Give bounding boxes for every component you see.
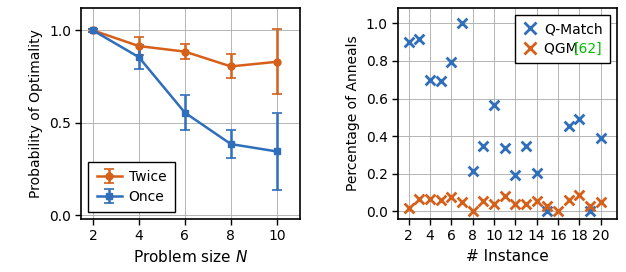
Point bbox=[510, 172, 520, 177]
Point bbox=[425, 78, 435, 82]
Point bbox=[585, 209, 595, 214]
Point bbox=[478, 199, 488, 203]
X-axis label: # Instance: # Instance bbox=[466, 249, 549, 264]
Point bbox=[478, 144, 488, 149]
Point bbox=[446, 195, 456, 199]
Point bbox=[531, 171, 541, 175]
Point bbox=[404, 40, 414, 44]
Point bbox=[489, 202, 499, 206]
Point bbox=[553, 209, 563, 214]
Point bbox=[414, 37, 424, 41]
Point bbox=[446, 60, 456, 64]
Point bbox=[574, 193, 584, 198]
Point bbox=[595, 136, 605, 140]
Point bbox=[521, 143, 531, 148]
Point bbox=[531, 199, 541, 203]
Point bbox=[563, 123, 573, 128]
Point bbox=[542, 209, 552, 214]
Point bbox=[489, 103, 499, 107]
Y-axis label: Probability of Optimality: Probability of Optimality bbox=[29, 29, 43, 198]
Legend: Twice, Once: Twice, Once bbox=[88, 162, 175, 212]
Point bbox=[542, 204, 552, 208]
Point bbox=[414, 197, 424, 201]
Point bbox=[510, 202, 520, 206]
Point bbox=[574, 117, 584, 121]
Legend: Q-Match, QGM : Q-Match, QGM bbox=[515, 15, 610, 63]
Point bbox=[595, 200, 605, 204]
Text: [62]: [62] bbox=[574, 42, 603, 55]
Point bbox=[425, 197, 435, 201]
Point bbox=[436, 78, 446, 83]
Point bbox=[436, 198, 446, 202]
Point bbox=[500, 146, 510, 151]
Y-axis label: Percentage of Anneals: Percentage of Anneals bbox=[346, 36, 360, 191]
Point bbox=[457, 21, 467, 25]
Point bbox=[457, 200, 467, 204]
Point bbox=[468, 169, 478, 173]
Point bbox=[521, 202, 531, 206]
Point bbox=[500, 194, 510, 199]
Point bbox=[468, 209, 478, 214]
Point bbox=[404, 205, 414, 210]
Point bbox=[563, 198, 573, 202]
Point bbox=[585, 204, 595, 208]
X-axis label: Problem size $N$: Problem size $N$ bbox=[133, 249, 249, 265]
